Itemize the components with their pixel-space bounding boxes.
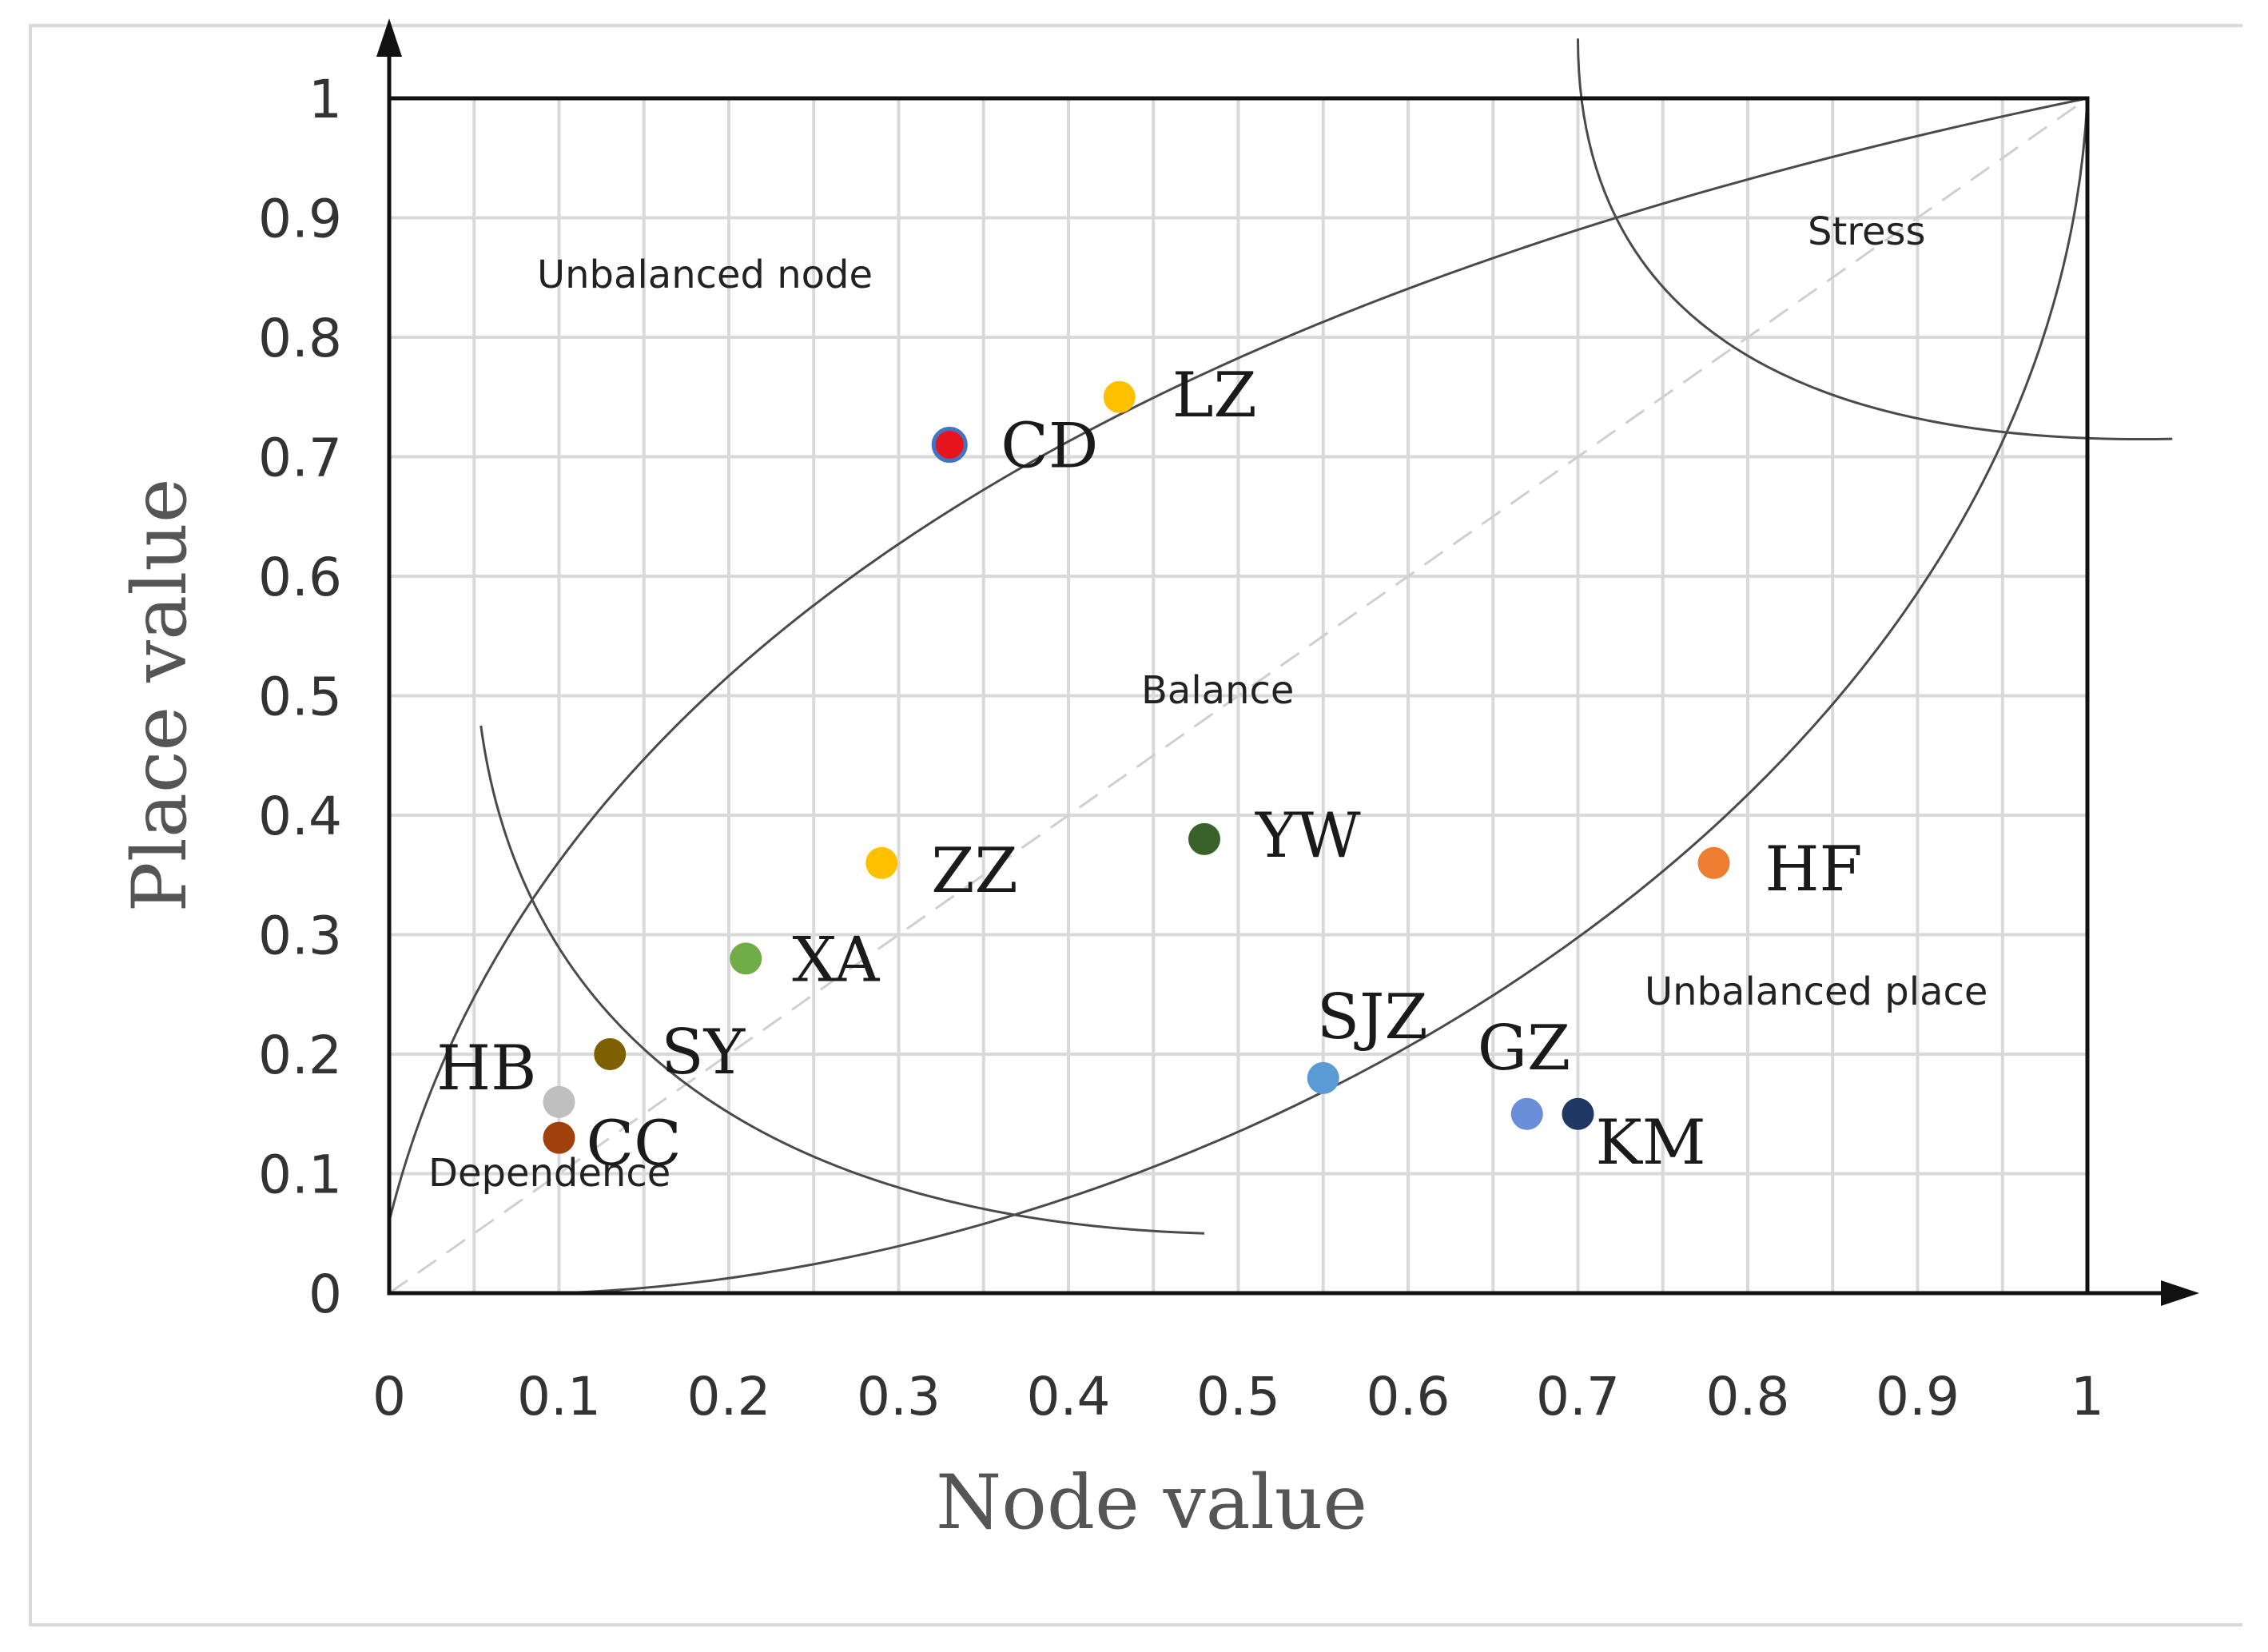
point-cd [931,427,968,464]
y-tick-label: 0.3 [258,906,342,967]
y-tick-label: 0.9 [258,189,342,250]
point-label-km: KM [1596,1107,1706,1179]
region-boundaries [388,38,2173,1295]
x-tick-label: 0.9 [1876,1366,1960,1427]
region-label-unbalanced-place: Unbalanced place [1645,969,1987,1014]
x-tick-label: 0.3 [857,1366,941,1427]
point-sy [594,1038,627,1070]
y-tick-label: 0.8 [258,308,342,369]
x-tick-label: 0.6 [1367,1366,1450,1427]
dependence-boundary [479,725,1205,1235]
point-hf [1697,846,1730,879]
point-label-xa: XA [792,924,881,996]
x-tick-label: 0.7 [1536,1366,1620,1427]
x-axis-arrowhead [2161,1280,2199,1306]
point-km [1562,1097,1594,1130]
region-label-dependence: Dependence [428,1151,670,1196]
region-label-unbalanced-node: Unbalanced node [537,253,873,297]
x-tick-label: 0.8 [1706,1366,1790,1427]
y-tick-label: 0.6 [258,547,342,608]
x-tick-label: 1 [2071,1366,2104,1427]
y-axis-title: Place value [117,479,204,913]
point-yw [1188,822,1220,855]
point-label-cc: CC [587,1109,682,1180]
balance-boundary-upper [388,97,2088,1222]
point-label-lz: LZ [1172,360,1257,432]
point-zz [865,846,898,879]
data-points [543,380,1730,1154]
point-label-gz: GZ [1478,1013,1571,1085]
y-tick-label: 0 [308,1264,342,1325]
axes [376,18,2199,1306]
point-label-sjz: SJZ [1317,981,1428,1053]
x-tick-label: 0 [372,1366,406,1427]
point-lz [1103,380,1136,413]
y-tick-label: 0.5 [258,667,342,728]
point-hb [543,1085,575,1118]
diagonal-reference-line [388,97,2088,1295]
point-cc [543,1121,575,1154]
x-tick-labels: 0 0.1 0.2 0.3 0.4 0.5 0.6 0.7 0.8 0.9 1 [372,1366,2104,1427]
x-axis-title: Node value [936,1459,1367,1547]
data-point-labels: CD LZ ZZ YW HF XA SY HB CC SJZ GZ KM [436,360,1863,1180]
y-tick-label: 0.2 [258,1025,342,1086]
y-tick-label: 0.7 [258,428,342,489]
y-tick-label: 1 [308,69,342,130]
region-label-stress: Stress [1808,209,1926,254]
x-tick-label: 0.4 [1027,1366,1111,1427]
y-tick-labels: 0 0.1 0.2 0.3 0.4 0.5 0.6 0.7 0.8 0.9 1 [258,69,342,1325]
y-tick-label: 0.4 [258,786,342,847]
point-label-hf: HF [1765,834,1863,906]
x-tick-label: 0.5 [1196,1366,1280,1427]
point-gz [1510,1097,1543,1130]
y-axis-arrowhead [376,18,402,57]
point-label-cd: CD [1001,411,1098,483]
point-label-hb: HB [436,1033,536,1105]
x-tick-label: 0.1 [517,1366,601,1427]
region-label-balance: Balance [1141,668,1294,713]
point-label-zz: ZZ [931,835,1017,907]
figure-frame [29,24,2242,1626]
point-label-sy: SY [661,1017,746,1089]
stress-boundary [1577,38,2173,440]
point-sjz [1307,1061,1339,1094]
x-tick-label: 0.2 [687,1366,771,1427]
point-xa [730,942,762,975]
y-tick-label: 0.1 [258,1144,342,1206]
point-label-yw: YW [1255,800,1361,872]
balance-boundary-lower [559,98,2089,1295]
